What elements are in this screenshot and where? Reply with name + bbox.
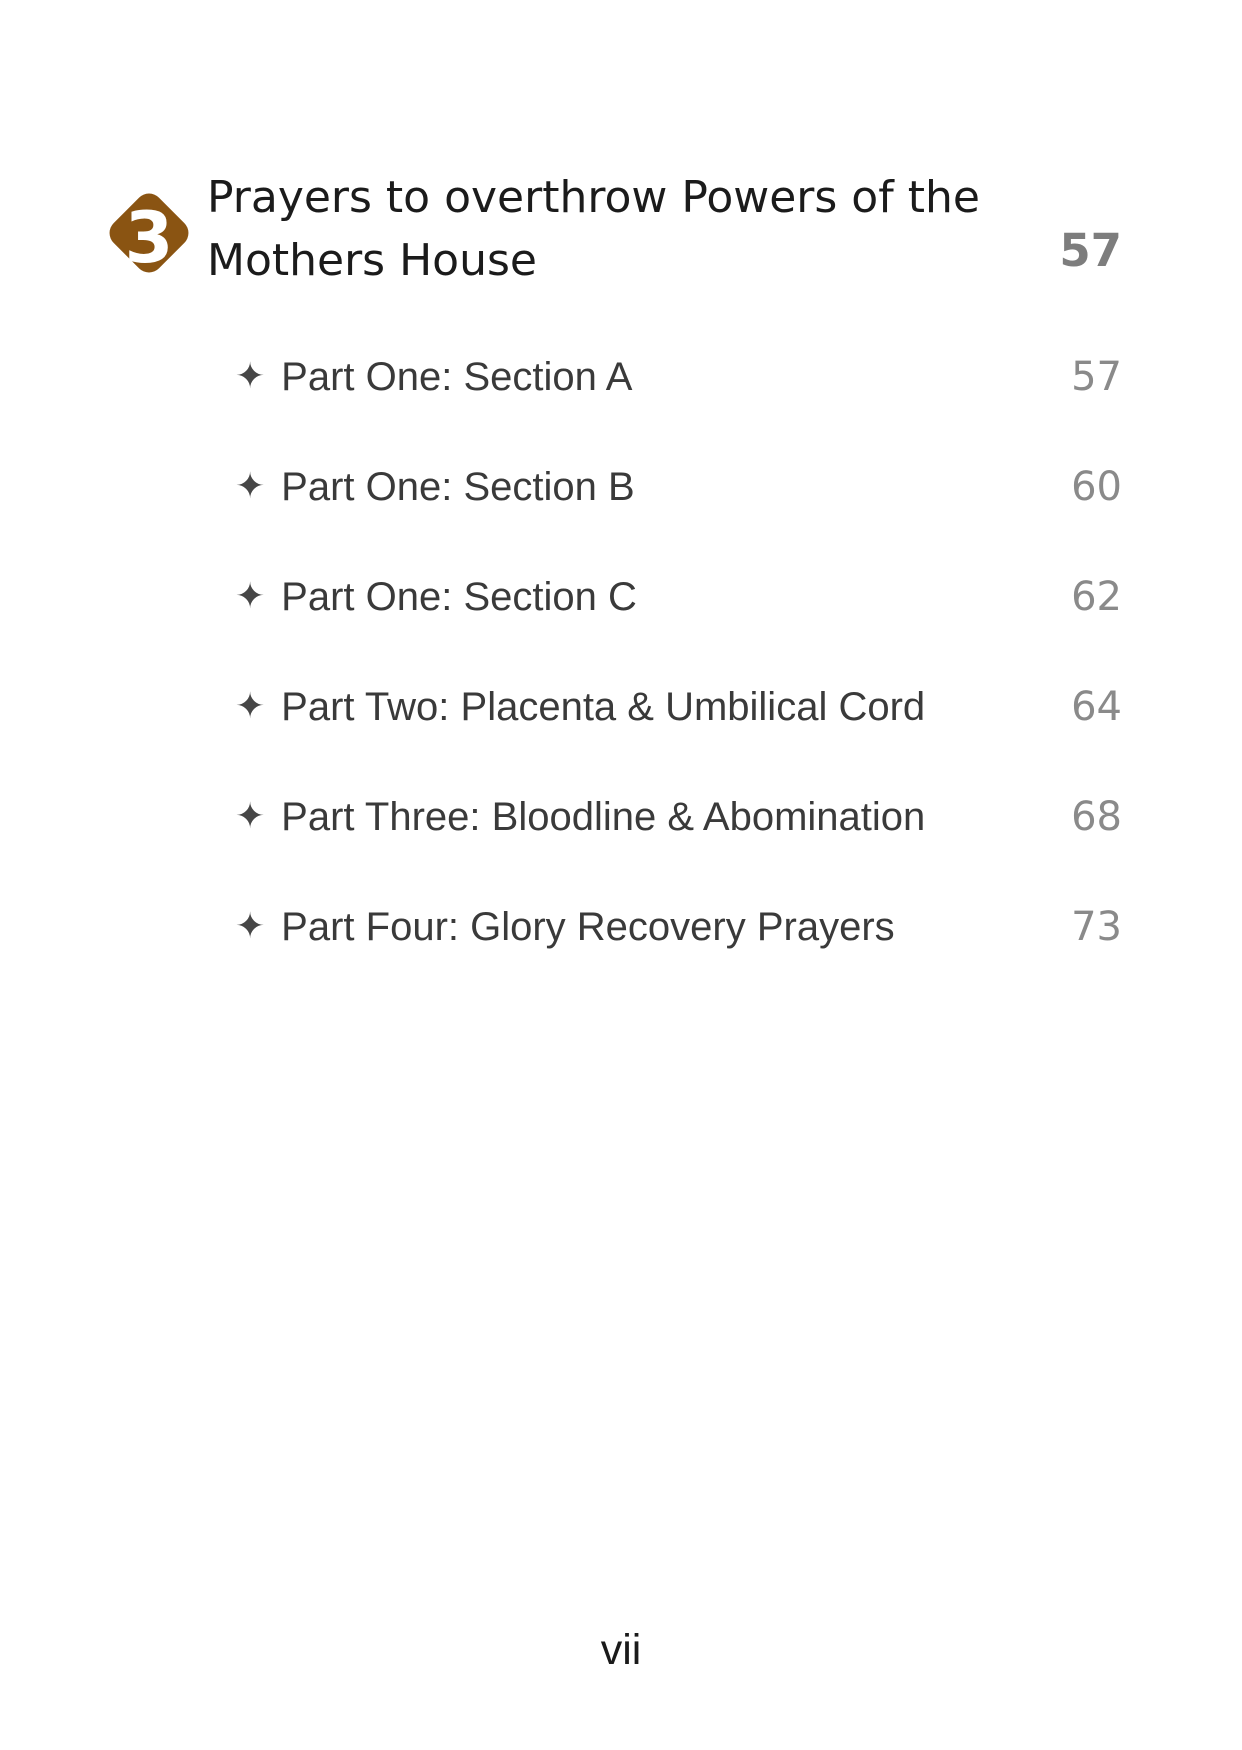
toc-item[interactable]: ✦ Part One: Section B 60: [235, 459, 1122, 515]
toc-item-page-number: 62: [1071, 574, 1122, 620]
chapter-page-number: 57: [1059, 224, 1122, 277]
toc-item-page-number: 68: [1071, 794, 1122, 840]
toc-item-page-number: 73: [1071, 904, 1122, 950]
toc-item-label[interactable]: Part Two: Placenta & Umbilical Cord: [281, 684, 926, 729]
sparkle-bullet-icon: ✦: [235, 906, 266, 947]
toc-item[interactable]: ✦ Part Two: Placenta & Umbilical Cord 64: [235, 679, 1122, 735]
footer-page-number: vii: [600, 1626, 642, 1674]
toc-item[interactable]: ✦ Part One: Section C 62: [235, 569, 1122, 625]
chapter-number: 3: [124, 197, 174, 279]
toc-item-page-number: 57: [1071, 354, 1122, 400]
toc-item-page-number: 64: [1071, 684, 1122, 730]
toc-item-label[interactable]: Part One: Section C: [281, 574, 637, 619]
toc-item[interactable]: ✦ Part One: Section A 57: [235, 349, 1122, 405]
toc-item-page-number: 60: [1071, 464, 1122, 510]
toc-item-label[interactable]: Part One: Section B: [281, 464, 635, 509]
sparkle-bullet-icon: ✦: [235, 796, 266, 837]
toc-item[interactable]: ✦ Part Three: Bloodline & Abomination 68: [235, 789, 1122, 845]
toc-item-label[interactable]: Part Four: Glory Recovery Prayers: [281, 904, 895, 949]
sparkle-bullet-icon: ✦: [235, 686, 266, 727]
toc-item[interactable]: ✦ Part Four: Glory Recovery Prayers 73: [235, 899, 1122, 955]
sparkle-bullet-icon: ✦: [235, 576, 266, 617]
toc-item-label[interactable]: Part One: Section A: [281, 354, 633, 399]
sparkle-bullet-icon: ✦: [235, 466, 266, 507]
sparkle-bullet-icon: ✦: [235, 356, 266, 397]
chapter-title[interactable]: Prayers to overthrow Powers of the Mothe…: [207, 172, 980, 286]
toc-item-label[interactable]: Part Three: Bloodline & Abomination: [281, 794, 926, 839]
chapter-diamond-badge-icon: 3: [102, 186, 196, 282]
